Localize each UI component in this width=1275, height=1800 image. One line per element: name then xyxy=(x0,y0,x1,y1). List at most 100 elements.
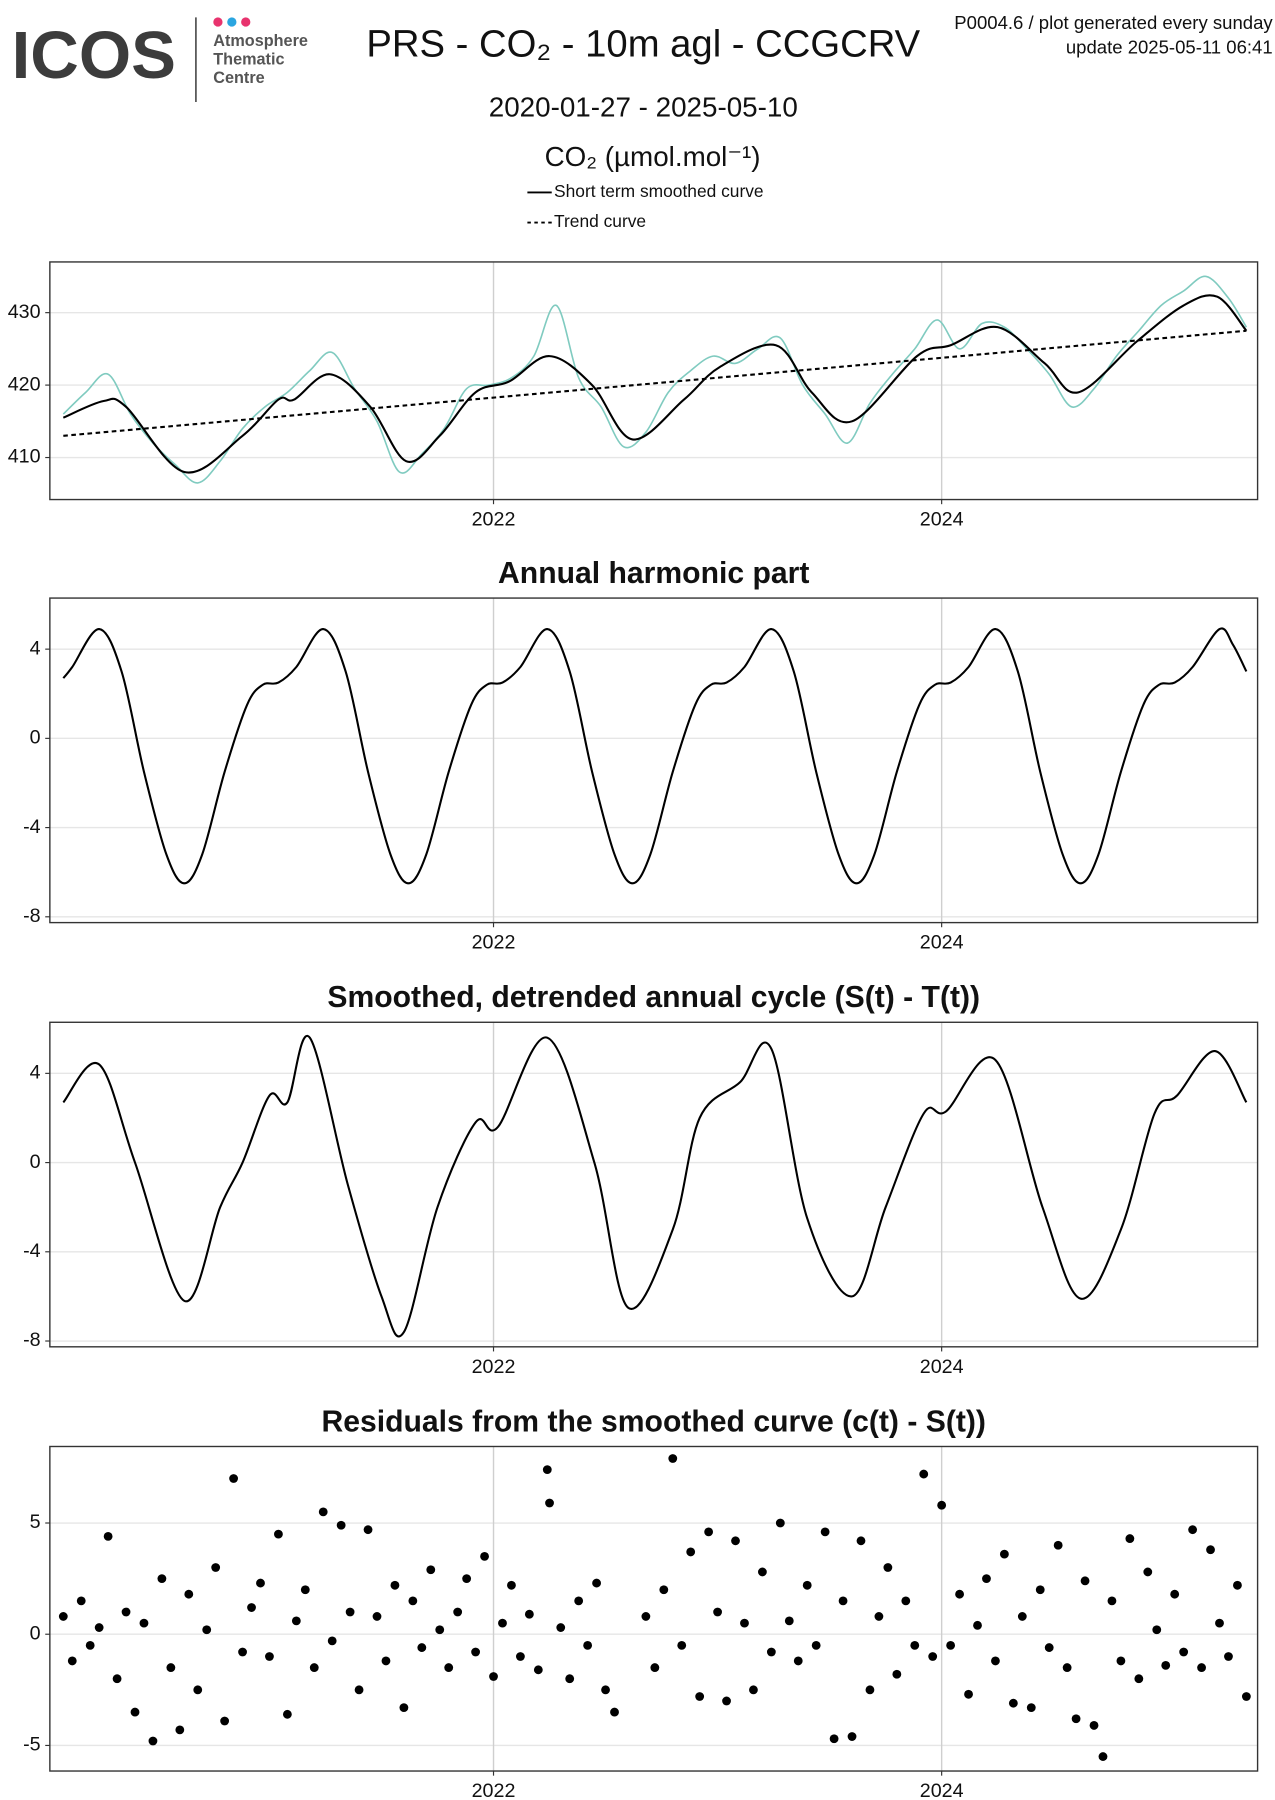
series-line xyxy=(62,627,1248,885)
series-line xyxy=(62,275,1248,484)
point xyxy=(784,1616,794,1626)
point xyxy=(148,1736,158,1746)
y-tick-label: -4 xyxy=(23,816,41,838)
point xyxy=(1035,1585,1045,1595)
plot-area xyxy=(49,598,1258,923)
point xyxy=(1233,1580,1242,1590)
point xyxy=(713,1607,722,1617)
point xyxy=(1241,1692,1251,1701)
series-line xyxy=(62,294,1248,474)
x-tick-label: 2022 xyxy=(472,932,516,954)
point xyxy=(462,1574,472,1584)
point xyxy=(556,1623,566,1632)
point xyxy=(874,1612,884,1621)
point xyxy=(1089,1721,1099,1730)
y-tick-label: 0 xyxy=(30,1622,41,1644)
point xyxy=(444,1663,454,1672)
point xyxy=(103,1531,113,1541)
point xyxy=(1215,1618,1224,1628)
point xyxy=(85,1640,95,1650)
point xyxy=(372,1612,382,1621)
point xyxy=(1179,1647,1189,1657)
point xyxy=(318,1507,328,1517)
point xyxy=(390,1580,400,1590)
point xyxy=(731,1536,740,1546)
point xyxy=(193,1685,203,1695)
point xyxy=(583,1640,593,1650)
point xyxy=(574,1596,584,1606)
point xyxy=(274,1529,283,1539)
point xyxy=(749,1685,758,1695)
point xyxy=(1098,1752,1108,1761)
point xyxy=(94,1623,104,1632)
point xyxy=(453,1607,463,1617)
plot-border xyxy=(49,597,1259,924)
point xyxy=(999,1549,1009,1559)
y-tick-label: -5 xyxy=(23,1734,41,1756)
y-tick-label: 410 xyxy=(8,446,41,468)
point xyxy=(1206,1545,1215,1555)
point xyxy=(1161,1660,1171,1670)
title: PRS - CO₂ - 10m agl - CCGCRV xyxy=(366,22,920,65)
point xyxy=(1017,1612,1027,1621)
point xyxy=(1143,1567,1153,1577)
point xyxy=(354,1685,364,1695)
point xyxy=(919,1469,929,1479)
panel-title: Smoothed, detrended annual cycle (S(t) -… xyxy=(327,981,980,1014)
point xyxy=(1080,1576,1090,1586)
point xyxy=(1107,1596,1117,1606)
y-tick-label: 0 xyxy=(30,727,41,749)
point xyxy=(964,1689,973,1699)
legend-label: Trend curve xyxy=(554,211,646,231)
point xyxy=(345,1607,355,1617)
point xyxy=(211,1563,221,1572)
x-tick-label: 2024 xyxy=(920,1356,964,1378)
point xyxy=(1224,1652,1233,1661)
y-tick-label: -8 xyxy=(23,905,41,927)
point xyxy=(659,1585,669,1595)
point xyxy=(565,1674,575,1684)
point xyxy=(955,1589,964,1599)
point xyxy=(928,1652,938,1661)
point xyxy=(811,1640,821,1650)
point xyxy=(892,1669,902,1679)
point xyxy=(1134,1674,1144,1684)
logo-dot xyxy=(227,17,237,27)
panel-title: Residuals from the smoothed curve (c(t) … xyxy=(321,1405,986,1438)
point xyxy=(309,1663,319,1672)
x-tick-label: 2022 xyxy=(472,509,516,531)
logo-text: Centre xyxy=(213,69,264,87)
x-tick-label: 2024 xyxy=(920,509,964,531)
point xyxy=(435,1625,445,1635)
point xyxy=(256,1578,265,1588)
plot-area xyxy=(49,261,1258,500)
point xyxy=(847,1732,857,1741)
point xyxy=(336,1520,346,1530)
point xyxy=(775,1518,785,1528)
note: P0004.6 / plot generated every sunday xyxy=(954,12,1273,33)
panel-title: Annual harmonic part xyxy=(498,557,809,590)
point xyxy=(58,1612,68,1621)
point xyxy=(480,1551,489,1561)
point xyxy=(856,1536,866,1546)
logo-dot xyxy=(213,17,223,27)
point xyxy=(757,1567,767,1577)
y-tick-label: -8 xyxy=(23,1329,41,1351)
point xyxy=(793,1656,803,1666)
y-tick-label: 0 xyxy=(30,1151,41,1173)
point xyxy=(471,1647,480,1657)
plot-border xyxy=(49,1021,1259,1348)
point xyxy=(641,1612,651,1621)
point xyxy=(166,1663,176,1672)
y-tick-label: 4 xyxy=(30,1062,41,1084)
point xyxy=(399,1703,409,1713)
point xyxy=(542,1465,552,1475)
point xyxy=(695,1692,705,1701)
point xyxy=(991,1656,1000,1666)
point xyxy=(220,1716,230,1726)
point xyxy=(910,1640,920,1650)
point xyxy=(507,1580,516,1590)
point xyxy=(766,1647,776,1657)
point xyxy=(1170,1589,1180,1599)
